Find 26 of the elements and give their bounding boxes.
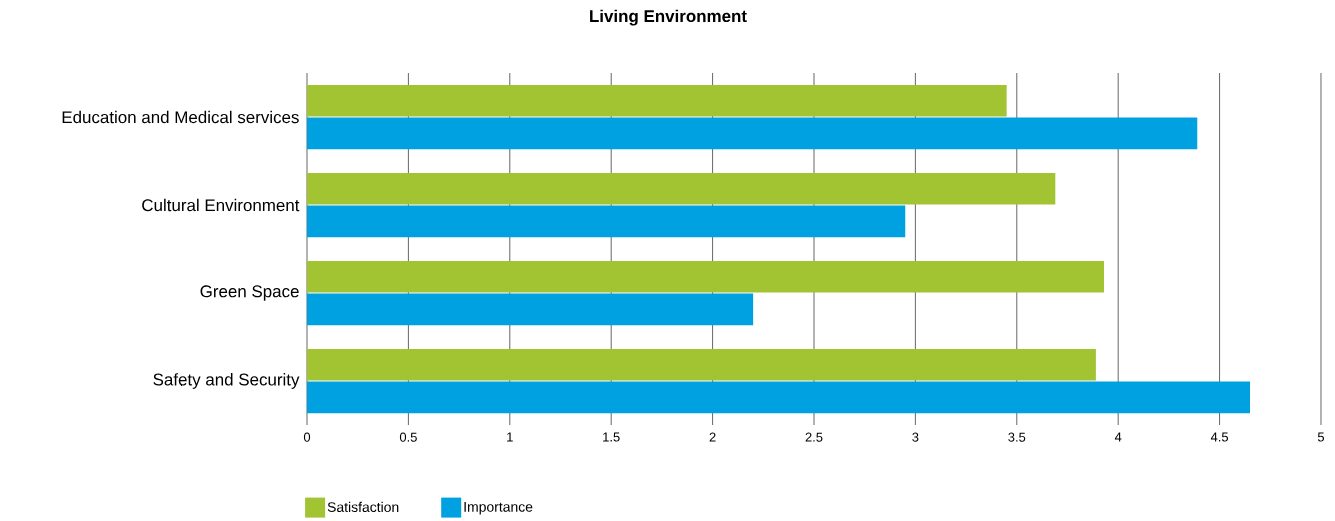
bar [307, 348, 1096, 381]
x-tick-label: 1 [507, 432, 513, 442]
y-tick-label: Education and Medical services [62, 110, 299, 124]
x-tick-label: 0.5 [399, 432, 417, 442]
chart-title: Living Environment [590, 9, 747, 26]
bar [307, 205, 906, 238]
x-tick-label: 3.5 [1008, 432, 1026, 442]
y-tick-label: Safety and Security [153, 373, 300, 389]
legend-label: Importance [464, 502, 533, 515]
bar [307, 381, 1250, 414]
bar [307, 84, 1007, 117]
bar [307, 172, 1056, 205]
bar [307, 260, 1104, 293]
y-tick-label: Cultural Environment [142, 198, 300, 212]
x-tick-label: 2.5 [805, 432, 823, 442]
bar [307, 293, 754, 326]
bar [307, 117, 1198, 150]
x-tick-label: 0 [303, 432, 311, 442]
x-tick-label: 3 [912, 432, 919, 442]
x-tick-label: 2 [709, 432, 716, 442]
y-tick-label: Green Space [200, 285, 299, 301]
x-tick-label: 4 [1114, 432, 1122, 442]
legend-label: Satisfaction [327, 501, 399, 513]
x-tick-label: 5 [1317, 432, 1325, 442]
x-tick-label: 4.5 [1210, 432, 1229, 442]
x-tick-label: 1.5 [603, 432, 620, 442]
